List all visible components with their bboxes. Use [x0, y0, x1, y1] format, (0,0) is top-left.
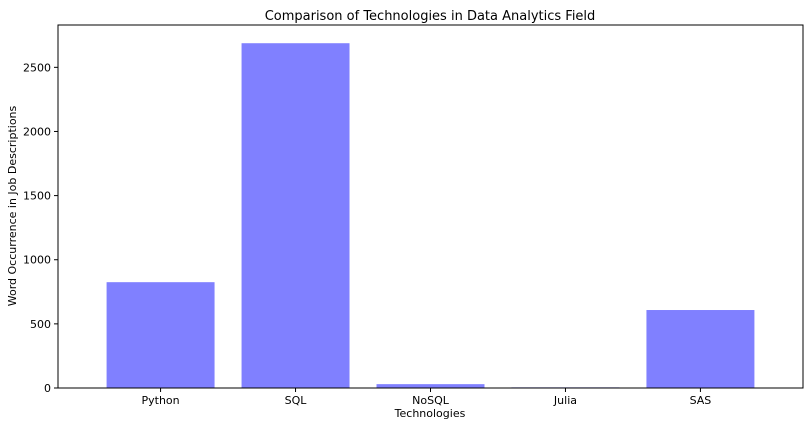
x-axis-ticks: Python SQL NoSQL Julia SAS [142, 388, 712, 407]
bar-sas [646, 310, 755, 388]
bar-python [106, 282, 215, 388]
chart-title: Comparison of Technologies in Data Analy… [265, 9, 596, 24]
y-axis-title: Word Occurrence in Job Descriptions [6, 105, 19, 306]
y-tick-label: 1500 [23, 190, 51, 203]
y-tick-label: 0 [44, 382, 51, 395]
bar-nosql [376, 384, 485, 388]
bar-sql [241, 43, 350, 388]
x-tick-label: Python [142, 394, 180, 407]
x-tick-label: SAS [690, 394, 712, 407]
x-tick-label: Julia [553, 394, 577, 407]
x-tick-label: NoSQL [412, 394, 450, 407]
y-tick-label: 500 [30, 318, 51, 331]
y-tick-label: 2000 [23, 125, 51, 138]
x-tick-label: SQL [285, 394, 308, 407]
x-axis-title: Technologies [394, 407, 466, 420]
y-axis-ticks: 0 500 1000 1500 2000 2500 [23, 61, 58, 395]
bars-group [106, 43, 755, 389]
plot-frame [57, 24, 804, 389]
y-tick-label: 1000 [23, 254, 51, 267]
y-tick-label: 2500 [23, 61, 51, 74]
